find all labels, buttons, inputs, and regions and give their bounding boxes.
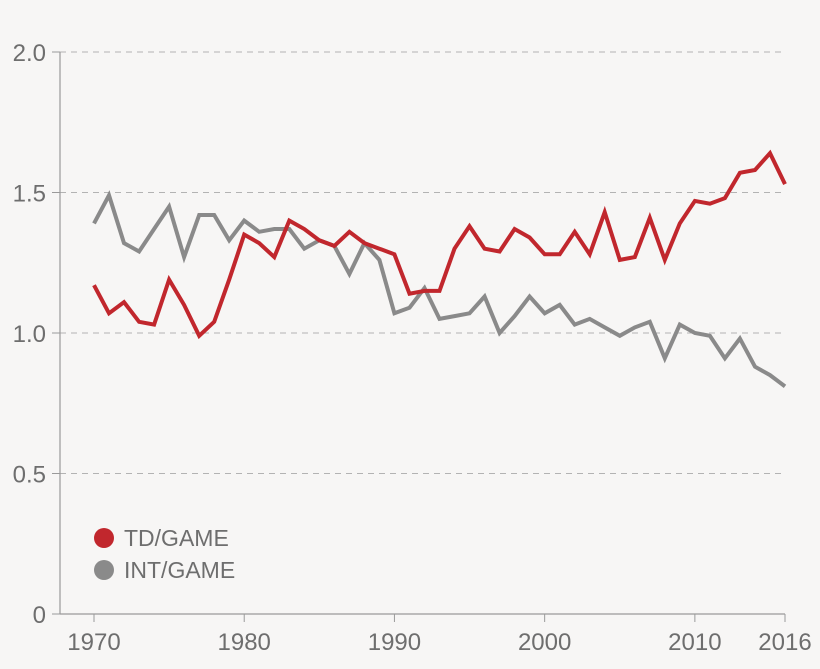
y-tick-label-1-5: 1.5 bbox=[13, 181, 46, 208]
x-tick-label-1970: 1970 bbox=[67, 629, 120, 656]
series-lines bbox=[92, 149, 787, 388]
y-tick-label-0: 0 bbox=[33, 602, 46, 629]
gridlines bbox=[60, 51, 785, 474]
x-tick-label-2016: 2016 bbox=[758, 629, 811, 656]
series-line-int-game bbox=[92, 190, 787, 388]
series-line-td-game bbox=[92, 149, 787, 340]
y-tick-label-1-0: 1.0 bbox=[13, 321, 46, 348]
x-tick-label-1990: 1990 bbox=[368, 629, 421, 656]
legend-swatch-td-game bbox=[94, 528, 114, 548]
x-tick-label-1980: 1980 bbox=[218, 629, 271, 656]
axes: 0 0.5 1.0 1.5 2.0 1970 1980 1990 2000 2010 2016 bbox=[13, 40, 812, 656]
legend-swatch-int-game bbox=[94, 560, 114, 580]
legend-label-int-game: INT/GAME bbox=[124, 557, 235, 583]
x-tick-label-2010: 2010 bbox=[668, 629, 721, 656]
legend-label-td-game: TD/GAME bbox=[124, 525, 229, 551]
y-tick-label-2-0: 2.0 bbox=[13, 40, 46, 67]
y-tick-label-0-5: 0.5 bbox=[13, 462, 46, 489]
legend: TD/GAME INT/GAME bbox=[94, 525, 235, 583]
x-tick-label-2000: 2000 bbox=[518, 629, 571, 656]
